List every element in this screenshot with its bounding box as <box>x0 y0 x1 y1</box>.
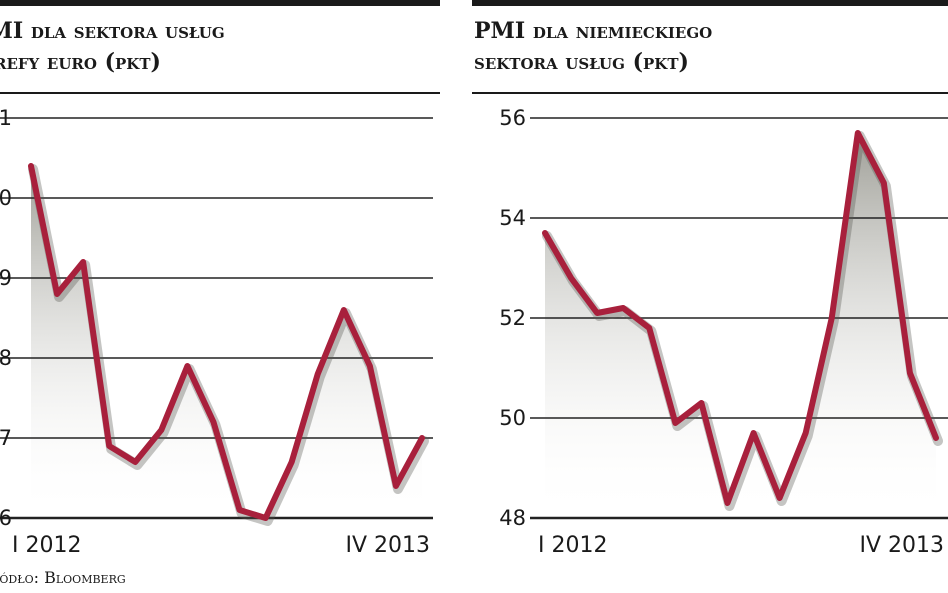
data-point <box>672 420 678 426</box>
data-point <box>315 371 321 377</box>
y-tick-label: 48 <box>499 506 526 530</box>
data-point <box>28 163 34 169</box>
y-tick-label: 48 <box>0 346 12 370</box>
chart-title-line-2: strefy euro (pkt) <box>0 49 161 75</box>
data-point <box>933 435 939 441</box>
y-tick-label: 56 <box>499 106 526 130</box>
y-tick-label: 50 <box>499 406 526 430</box>
x-tick-label: I 2012 <box>12 533 81 558</box>
x-tick-label: IV 2013 <box>859 533 944 558</box>
data-point <box>568 275 574 281</box>
data-point <box>646 325 652 331</box>
data-point <box>158 427 164 433</box>
source-note: Źródło: Bloomberg <box>0 568 126 587</box>
data-point <box>184 363 190 369</box>
data-point <box>393 483 399 489</box>
data-point <box>829 315 835 321</box>
data-point <box>54 291 60 297</box>
y-tick-label: 49 <box>0 266 12 290</box>
chart-title: PMI dla sektora usług strefy euro (pkt) <box>0 16 225 78</box>
data-point <box>132 459 138 465</box>
title-rule <box>0 92 440 94</box>
top-rule <box>0 0 440 6</box>
data-point <box>724 500 730 506</box>
data-point <box>419 435 425 441</box>
chart-title-line-1: PMI dla sektora usług <box>0 18 225 44</box>
data-point <box>237 507 243 513</box>
y-tick-label: 47 <box>0 426 12 450</box>
data-point <box>881 180 887 186</box>
title-rule <box>472 92 948 94</box>
top-rule <box>472 0 948 6</box>
chart-title: PMI dla niemieckiego sektora usług (pkt) <box>474 16 712 78</box>
y-tick-label: 46 <box>0 506 12 530</box>
data-point <box>263 515 269 521</box>
data-point <box>594 310 600 316</box>
data-point <box>341 307 347 313</box>
data-point <box>620 305 626 311</box>
x-tick-label: IV 2013 <box>345 533 430 558</box>
y-tick-label: 54 <box>499 206 526 230</box>
y-tick-label: 50 <box>0 186 12 210</box>
data-point <box>855 130 861 136</box>
chart-panel-eurozone: PMI dla sektora usług strefy euro (pkt) … <box>0 0 440 593</box>
chart-title-line-1: PMI dla niemieckiego <box>474 18 713 44</box>
data-point <box>803 430 809 436</box>
data-point <box>106 443 112 449</box>
data-point <box>80 259 86 265</box>
series-area <box>545 133 936 518</box>
series-line <box>542 130 939 506</box>
data-point <box>777 495 783 501</box>
line-chart: 48 50 52 54 56 I 2012 IV 2013 <box>499 106 948 558</box>
x-tick-label: I 2012 <box>538 533 607 558</box>
y-tick-label: 52 <box>499 306 526 330</box>
data-point <box>751 430 757 436</box>
chart-title-line-2: sektora usług (pkt) <box>474 49 689 75</box>
series-area <box>31 166 422 518</box>
data-point <box>907 370 913 376</box>
line-chart: 46 47 48 49 50 51 I 2012 IV 2013 <box>0 106 433 558</box>
data-point <box>210 419 216 425</box>
data-point <box>698 400 704 406</box>
data-point <box>542 230 548 236</box>
y-tick-label: 51 <box>0 106 12 130</box>
data-point <box>367 363 373 369</box>
chart-panel-germany: PMI dla niemieckiego sektora usług (pkt)… <box>472 0 948 593</box>
data-point <box>289 459 295 465</box>
series-line <box>28 163 425 521</box>
